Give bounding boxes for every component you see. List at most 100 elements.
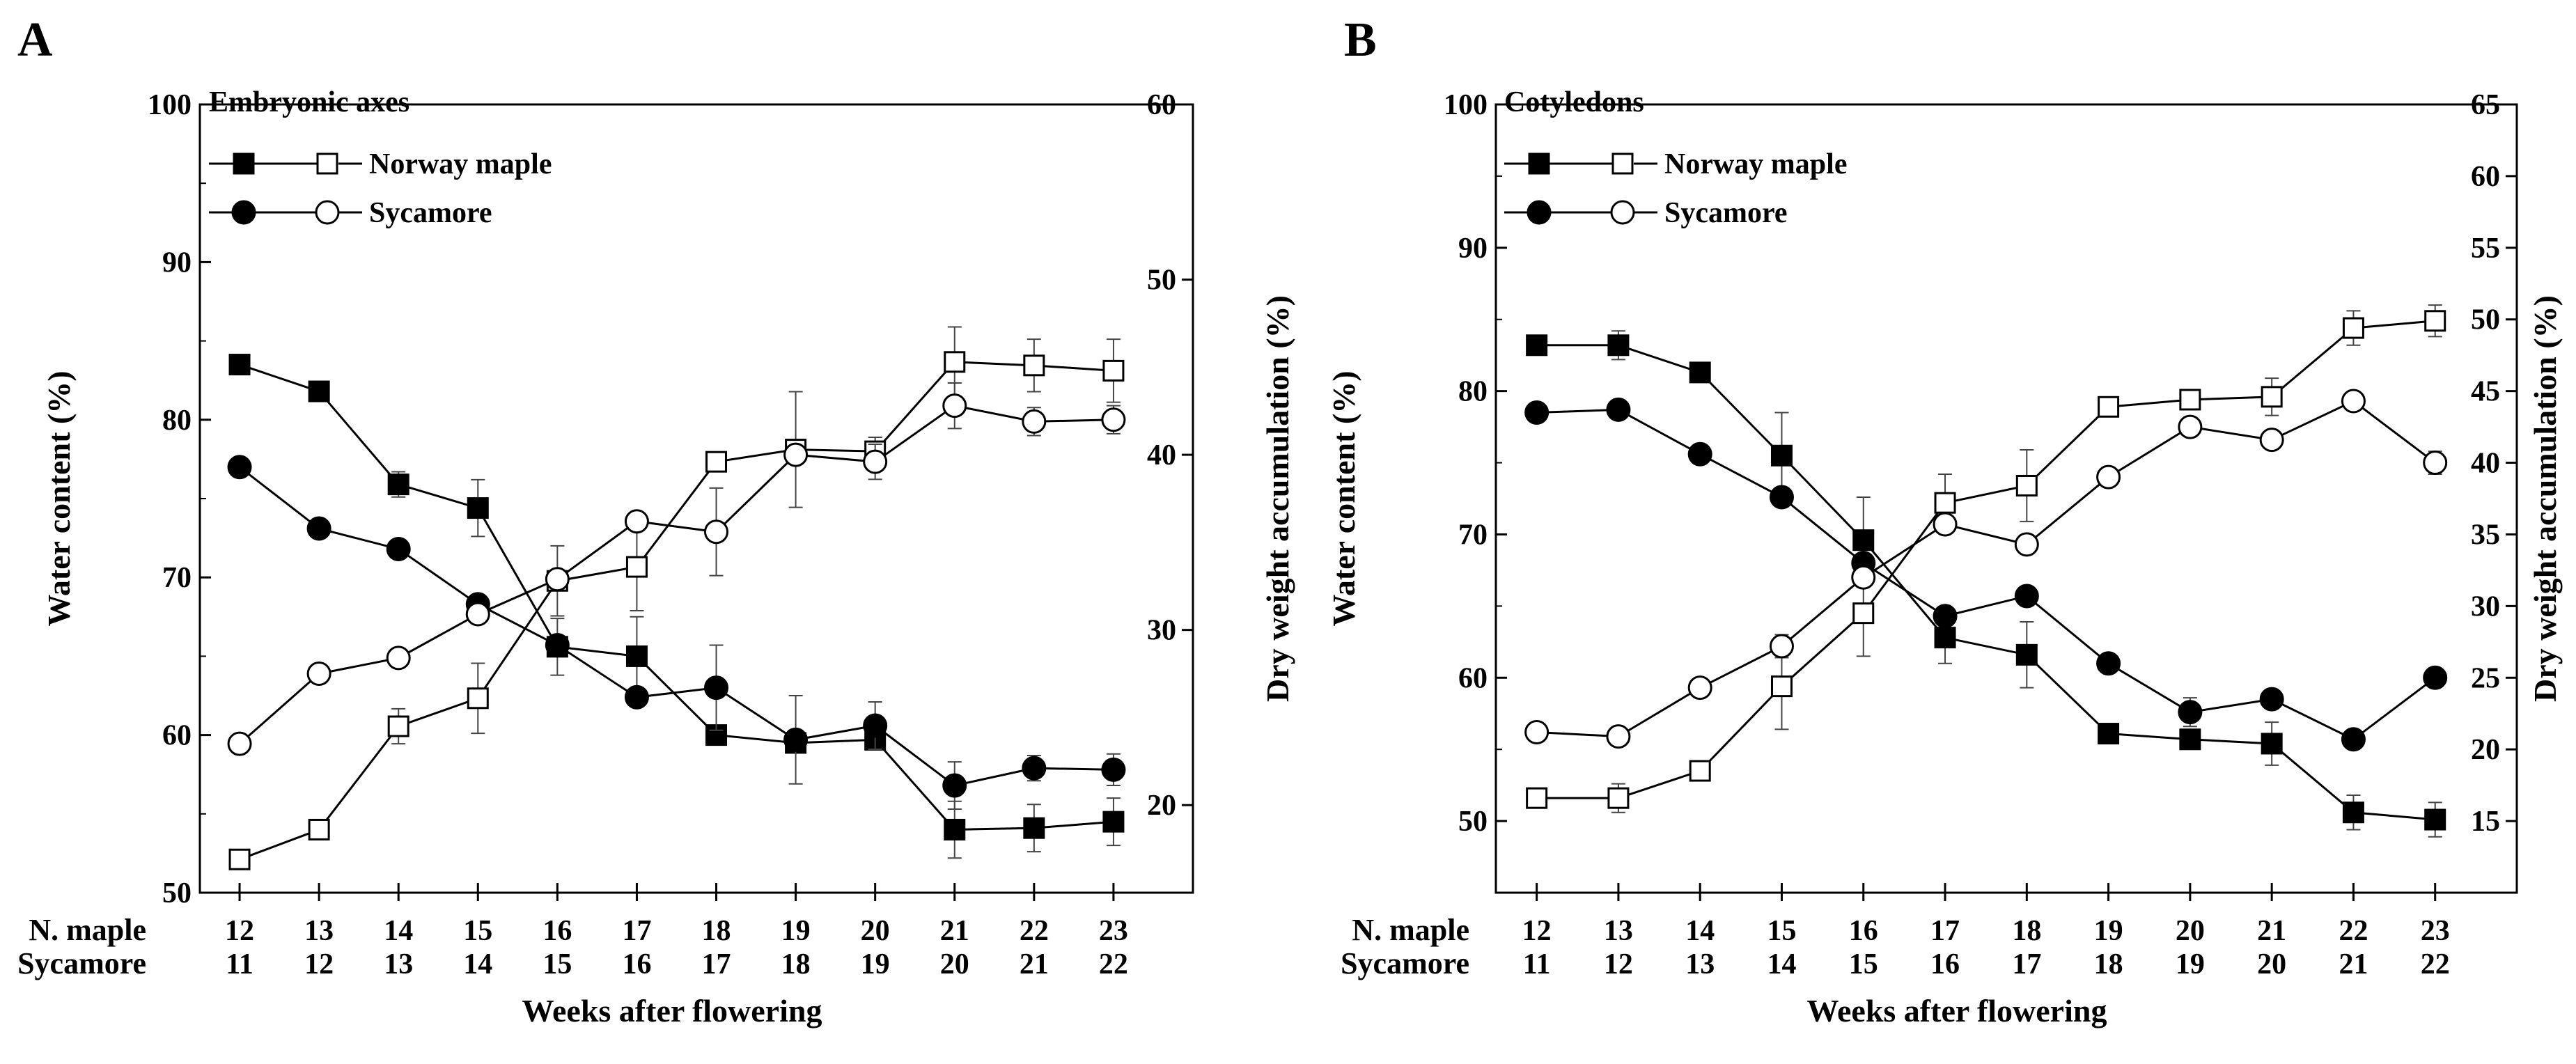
data-point — [467, 687, 489, 710]
data-point — [863, 449, 888, 474]
y-right-tick-label: 20 — [2471, 734, 2500, 766]
y-left-axis-title: Water content (%) — [41, 370, 77, 626]
x-tick-label-norway-maple: 16 — [542, 915, 572, 947]
x-tick-label-norway-maple: 19 — [781, 915, 811, 947]
y-left-tick-label: 50 — [1458, 806, 1488, 838]
data-point — [228, 354, 251, 376]
data-point — [624, 684, 649, 710]
y-left-tick-label: 70 — [162, 562, 192, 594]
data-point — [1687, 675, 1712, 701]
x-row-label-sycamore: Sycamore — [17, 946, 146, 980]
x-tick-label-sycamore: 12 — [1604, 948, 1633, 980]
data-point — [2423, 665, 2448, 690]
x-tick-label-sycamore: 17 — [2012, 948, 2041, 980]
data-point — [2342, 317, 2364, 339]
legend-marker-filled-square — [1528, 152, 1550, 175]
data-point — [1023, 817, 1045, 839]
x-tick-label-norway-maple: 22 — [2339, 915, 2368, 947]
x-tick-label-norway-maple: 18 — [2012, 915, 2041, 947]
data-point — [942, 393, 967, 418]
y-right-tick-label: 60 — [1147, 89, 1176, 121]
x-tick-label-norway-maple: 18 — [702, 915, 731, 947]
series-filled-circle — [227, 455, 1126, 811]
data-point — [2098, 723, 2120, 745]
x-tick-label-norway-maple: 13 — [1604, 915, 1633, 947]
data-point — [944, 351, 966, 373]
y-right-tick-label: 50 — [1147, 265, 1176, 297]
legend-marker-filled-circle — [231, 200, 256, 225]
panel-b: B121113121413151416151716181719182019212… — [1326, 13, 2563, 1028]
x-tick-label-sycamore: 15 — [1849, 948, 1878, 980]
y-right-axis-title: Dry weight accumulation (%) — [1260, 295, 1295, 702]
data-point — [386, 646, 411, 671]
data-point — [1687, 441, 1712, 467]
data-point — [2096, 651, 2121, 676]
data-point — [2179, 728, 2201, 751]
data-point — [1607, 334, 1630, 357]
x-tick-label-norway-maple: 19 — [2094, 915, 2123, 947]
legend-label: Norway maple — [1664, 148, 1847, 180]
data-point — [1769, 634, 1794, 659]
data-point — [1022, 756, 1047, 781]
data-point — [2178, 414, 2203, 439]
x-tick-label-sycamore: 14 — [1767, 948, 1796, 980]
data-point — [2096, 464, 2121, 490]
panel-title: Embryonic axes — [209, 86, 409, 118]
y-left-tick-label: 50 — [162, 877, 192, 909]
data-point — [1769, 485, 1794, 510]
series-line — [1536, 408, 2436, 741]
data-point — [783, 442, 809, 467]
data-point — [1933, 512, 1958, 537]
y-right-axis-title: Dry weight accumulation (%) — [2527, 295, 2563, 702]
x-axis-title: Weeks after flowering — [522, 993, 822, 1028]
data-point — [1689, 760, 1711, 782]
x-row-label-n-maple: N. maple — [29, 913, 146, 947]
data-point — [227, 731, 252, 756]
y-right-tick-label: 40 — [2471, 448, 2500, 480]
data-point — [625, 645, 648, 667]
data-point — [387, 474, 409, 496]
data-point — [1023, 354, 1045, 377]
x-tick-label-sycamore: 13 — [1685, 948, 1715, 980]
data-point — [228, 848, 251, 870]
x-tick-label-norway-maple: 17 — [622, 915, 651, 947]
series-filled-square — [228, 354, 1125, 859]
data-point — [387, 715, 409, 737]
x-tick-label-sycamore: 22 — [1099, 948, 1128, 980]
data-point — [2261, 386, 2283, 408]
y-left-tick-label: 60 — [1458, 662, 1488, 694]
x-axis-title: Weeks after flowering — [1807, 993, 2107, 1028]
data-point — [704, 675, 729, 701]
panel-label: A — [17, 13, 53, 67]
data-point — [2424, 808, 2446, 831]
data-point — [2424, 310, 2446, 332]
y-right-tick-label: 15 — [2471, 806, 2500, 838]
series-line — [1536, 344, 2435, 821]
series-line — [239, 363, 1114, 831]
y-left-tick-label: 90 — [1458, 233, 1488, 265]
data-point — [1607, 787, 1630, 809]
x-tick-label-sycamore: 15 — [542, 948, 572, 980]
x-tick-label-sycamore: 11 — [1523, 948, 1551, 980]
data-point — [306, 516, 331, 541]
data-point — [944, 818, 966, 840]
legend-marker-open-square — [1611, 152, 1634, 175]
series-line — [239, 466, 1114, 787]
legend-marker-open-square — [316, 152, 338, 175]
data-point — [1102, 359, 1125, 382]
x-tick-label-norway-maple: 14 — [1685, 915, 1715, 947]
x-tick-label-sycamore: 21 — [2339, 948, 2368, 980]
series-line — [1536, 320, 2435, 799]
x-tick-label-norway-maple: 21 — [940, 915, 969, 947]
series-open-square — [228, 326, 1125, 870]
x-tick-label-norway-maple: 21 — [2257, 915, 2286, 947]
data-point — [863, 713, 888, 738]
panel-title: Cotyledons — [1504, 86, 1644, 118]
data-point — [2014, 584, 2039, 609]
data-point — [545, 567, 570, 592]
y-right-tick-label: 35 — [2471, 519, 2500, 551]
y-right-tick-label: 50 — [2471, 304, 2500, 336]
x-tick-label-sycamore: 18 — [2094, 948, 2123, 980]
y-right-tick-label: 20 — [1147, 790, 1176, 822]
